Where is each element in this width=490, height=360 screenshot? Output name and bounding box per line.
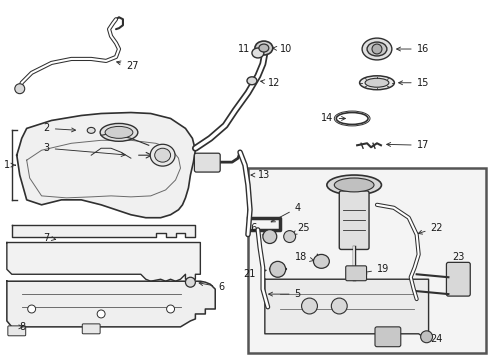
Text: 26: 26 (245, 222, 267, 235)
Text: 18: 18 (295, 252, 314, 262)
FancyBboxPatch shape (82, 324, 100, 334)
Text: 10: 10 (273, 44, 292, 54)
FancyBboxPatch shape (446, 262, 470, 296)
Text: 20: 20 (378, 336, 393, 346)
Circle shape (97, 310, 105, 318)
Circle shape (420, 331, 433, 343)
Ellipse shape (255, 41, 273, 55)
Polygon shape (12, 225, 196, 237)
Text: 23: 23 (450, 252, 465, 274)
Bar (248, 168, 486, 353)
Polygon shape (265, 279, 429, 339)
Circle shape (270, 261, 286, 277)
Circle shape (167, 305, 174, 313)
Ellipse shape (87, 127, 95, 133)
Text: 21: 21 (244, 269, 266, 279)
Ellipse shape (155, 148, 171, 162)
Circle shape (331, 298, 347, 314)
Text: 4: 4 (271, 203, 301, 222)
FancyBboxPatch shape (8, 326, 25, 336)
Ellipse shape (150, 144, 175, 166)
Text: 5: 5 (269, 289, 301, 299)
Text: 8: 8 (19, 322, 26, 332)
Text: 7: 7 (44, 233, 56, 243)
Text: 16: 16 (396, 44, 429, 54)
Ellipse shape (259, 44, 269, 52)
Polygon shape (7, 243, 200, 281)
Polygon shape (7, 281, 215, 327)
Circle shape (372, 44, 382, 54)
Text: 25: 25 (293, 222, 310, 235)
Ellipse shape (362, 38, 392, 60)
Text: 6: 6 (199, 282, 224, 292)
Ellipse shape (365, 78, 389, 87)
Ellipse shape (105, 126, 133, 138)
Text: 22: 22 (418, 222, 443, 234)
Ellipse shape (100, 123, 138, 141)
Text: 9: 9 (200, 160, 206, 170)
Text: 13: 13 (251, 170, 270, 180)
Text: 15: 15 (399, 78, 429, 88)
Circle shape (28, 305, 36, 313)
Circle shape (301, 298, 318, 314)
Text: 24: 24 (427, 334, 443, 344)
Text: 3: 3 (44, 143, 125, 157)
Ellipse shape (367, 42, 387, 56)
Text: 11: 11 (238, 44, 257, 54)
FancyBboxPatch shape (346, 266, 367, 281)
Ellipse shape (334, 178, 374, 192)
Ellipse shape (360, 76, 394, 90)
Text: 27: 27 (117, 61, 139, 71)
Circle shape (263, 230, 277, 243)
Text: 12: 12 (261, 78, 280, 88)
FancyBboxPatch shape (195, 153, 220, 172)
Ellipse shape (314, 255, 329, 268)
Text: 2: 2 (44, 123, 75, 134)
Circle shape (15, 84, 24, 94)
Text: 17: 17 (387, 140, 429, 150)
FancyBboxPatch shape (375, 327, 401, 347)
Ellipse shape (252, 48, 264, 58)
FancyBboxPatch shape (339, 191, 369, 249)
Text: 14: 14 (321, 113, 345, 123)
Circle shape (185, 277, 196, 287)
Ellipse shape (247, 77, 257, 85)
Text: 19: 19 (363, 264, 389, 274)
Polygon shape (17, 113, 196, 218)
Circle shape (284, 231, 295, 243)
Ellipse shape (327, 175, 381, 195)
Text: 1: 1 (4, 160, 15, 170)
